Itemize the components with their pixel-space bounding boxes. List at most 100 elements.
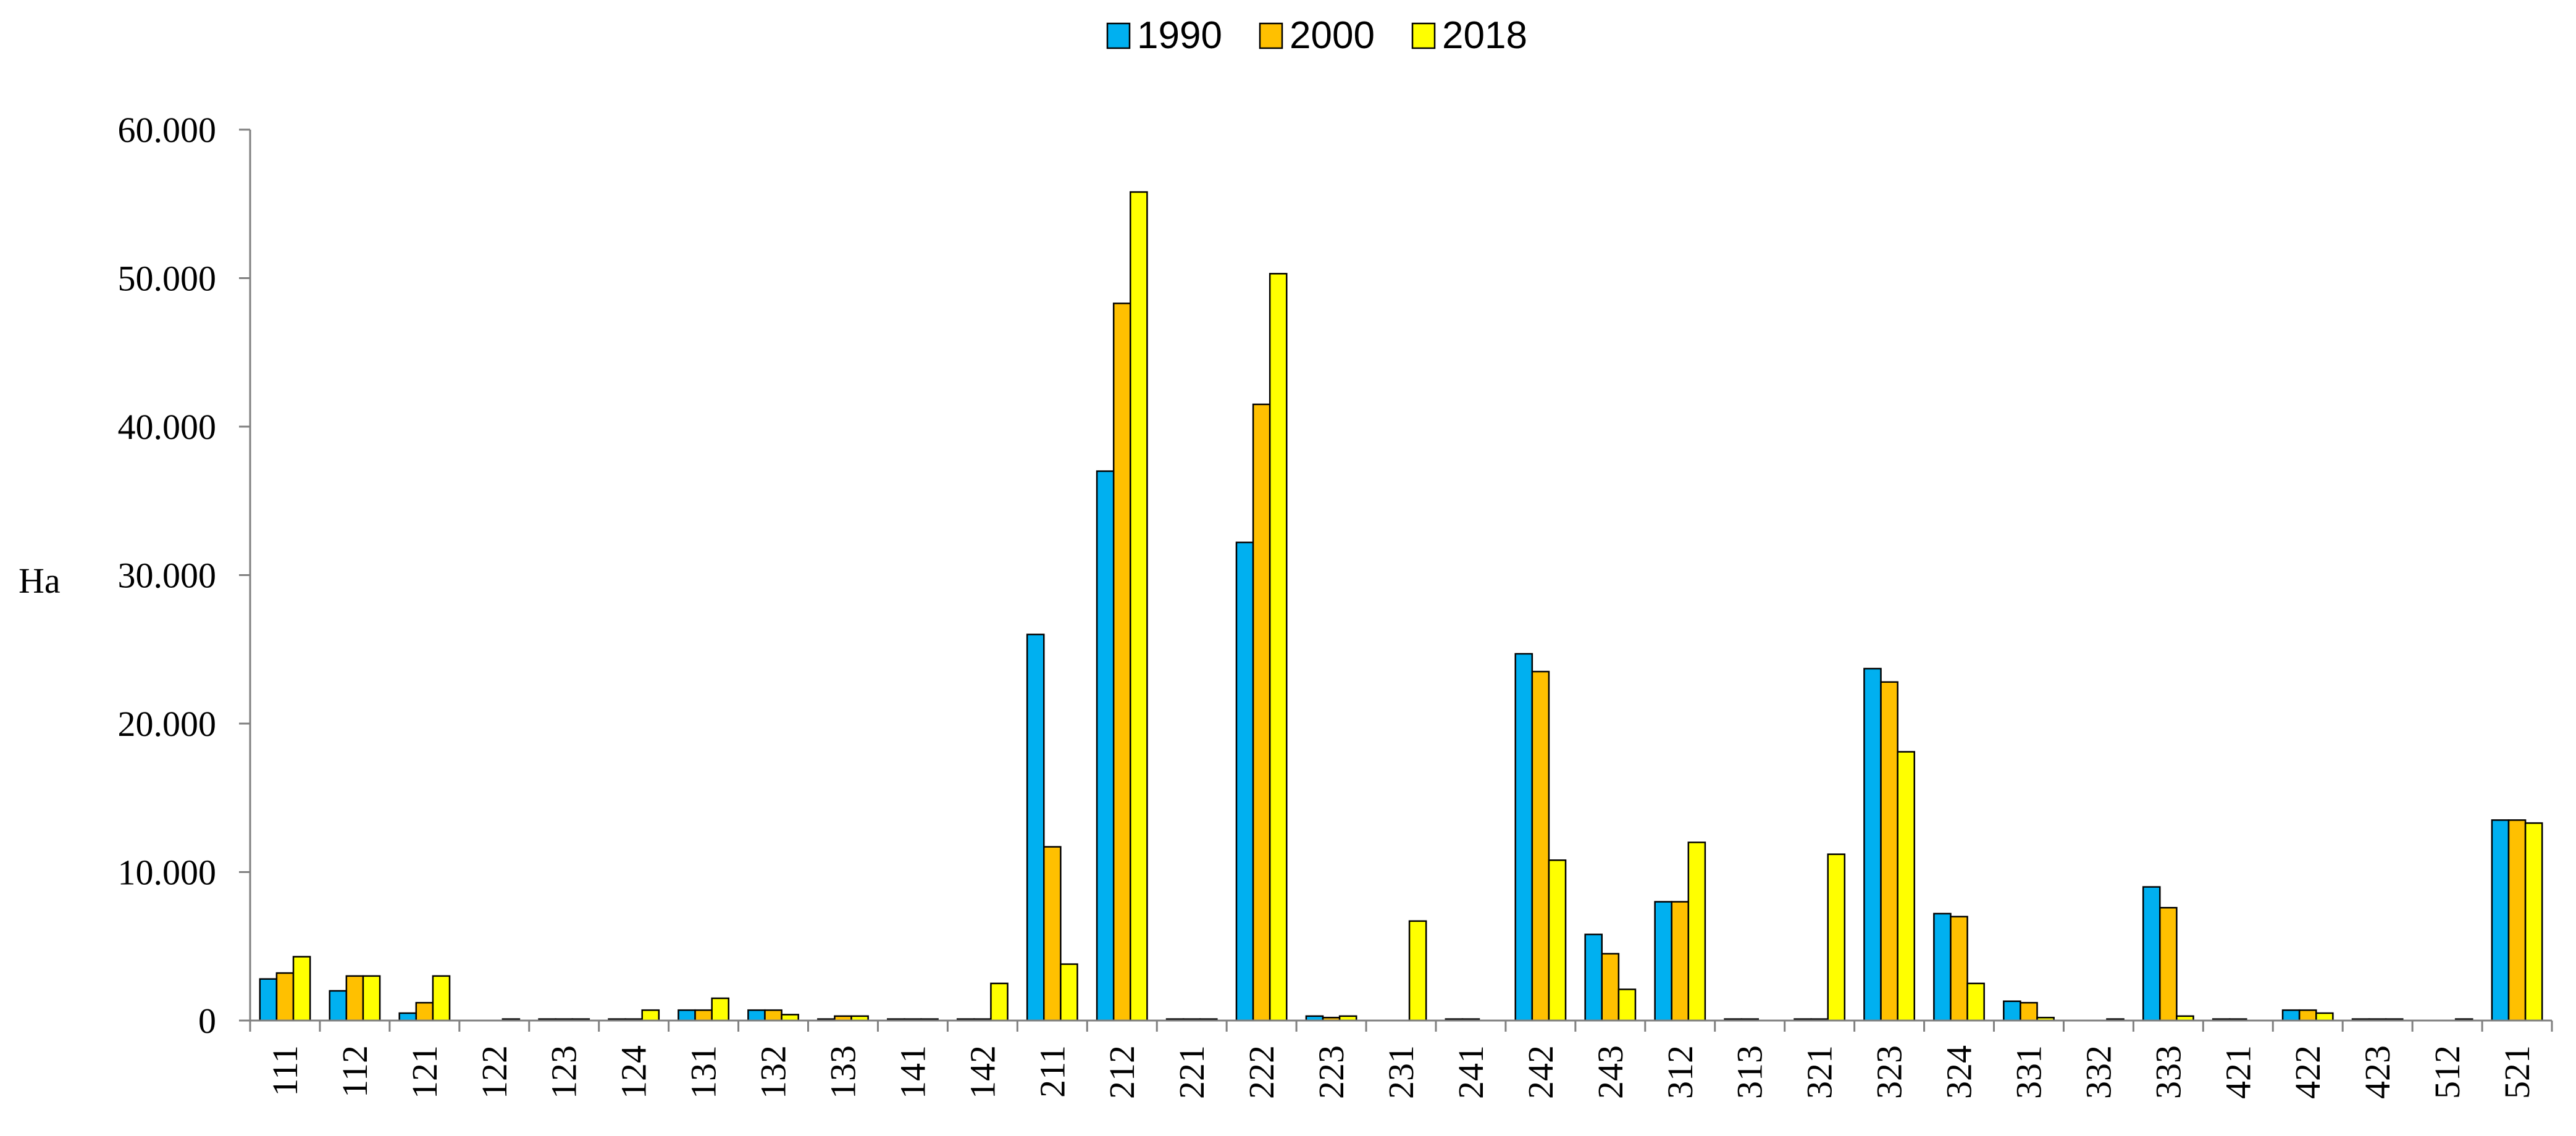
- y-tick-label: 20.000: [118, 704, 217, 744]
- bar-1990-112: [329, 990, 348, 1022]
- bar-1990-131: [678, 1009, 696, 1022]
- bar-2018-124: [641, 1009, 660, 1022]
- bar-1990-111: [259, 978, 278, 1022]
- bar-2018-422: [2315, 1012, 2334, 1022]
- x-tick-label: 422: [2288, 1045, 2328, 1099]
- bar-2000-422: [2298, 1009, 2317, 1022]
- x-tick-label: 332: [2078, 1045, 2118, 1099]
- bar-2000-323: [1880, 681, 1898, 1022]
- bar-1990-243: [1584, 933, 1603, 1022]
- bar-1990-331: [2003, 1000, 2021, 1022]
- x-tick-label: 132: [753, 1045, 794, 1099]
- bar-2000-111: [275, 972, 295, 1022]
- y-axis-title: Ha: [19, 561, 61, 601]
- x-tick-label: 142: [962, 1045, 1002, 1099]
- x-tick-label: 323: [1869, 1045, 1910, 1099]
- bar-2000-243: [1601, 953, 1620, 1022]
- bar-2018-111: [292, 956, 311, 1022]
- bars: [259, 191, 2543, 1022]
- x-tick-label: 333: [2148, 1045, 2188, 1099]
- bar-2000-112: [345, 975, 364, 1022]
- bar-2000-242: [1531, 670, 1550, 1022]
- x-tick-label: 141: [892, 1045, 933, 1099]
- bar-2000-121: [415, 1001, 434, 1022]
- y-tick-label: 60.000: [118, 110, 217, 150]
- legend-swatch-2018: [1411, 22, 1436, 49]
- bar-2000-222: [1252, 403, 1271, 1022]
- x-tick-label: 111: [265, 1045, 305, 1096]
- x-tick-label: 521: [2497, 1045, 2537, 1099]
- x-tick-label: 241: [1451, 1045, 1491, 1099]
- bar-2018-231: [1408, 920, 1427, 1022]
- bar-2018-323: [1897, 751, 1915, 1022]
- bar-2018-321: [1827, 853, 1846, 1022]
- bar-2018-312: [1687, 842, 1706, 1022]
- bar-2018-121: [432, 975, 451, 1022]
- x-tick-label: 221: [1172, 1045, 1212, 1099]
- bar-2018-112: [362, 975, 381, 1022]
- legend-swatch-1990: [1106, 22, 1131, 49]
- y-tick-label: 0: [198, 1001, 216, 1041]
- x-tick-label: 124: [614, 1045, 654, 1099]
- bar-2000-521: [2507, 819, 2527, 1022]
- bar-2000-331: [2020, 1001, 2038, 1022]
- x-tick-label: 321: [1800, 1045, 1840, 1099]
- legend-label-1990: 1990: [1137, 14, 1222, 57]
- bar-2018-131: [711, 997, 730, 1022]
- x-axis: 111 112 121 122 123 124 131 132 133 141 142 211 212 2…: [249, 1019, 2553, 1099]
- bar-2000-212: [1112, 303, 1131, 1022]
- x-tick-label: 313: [1730, 1045, 1770, 1099]
- x-tick-label: 211: [1032, 1045, 1072, 1098]
- x-tick-label: 231: [1381, 1045, 1421, 1099]
- y-tick-label: 30.000: [118, 556, 217, 596]
- x-tick-label: 222: [1241, 1045, 1282, 1099]
- legend-swatch-2000: [1259, 22, 1283, 49]
- bar-1990-521: [2491, 819, 2510, 1022]
- bar-1990-121: [398, 1012, 417, 1022]
- x-tick-label: 331: [2008, 1045, 2049, 1099]
- bar-2018-212: [1130, 191, 1148, 1022]
- bar-1990-212: [1096, 470, 1115, 1022]
- bar-2000-312: [1671, 901, 1690, 1022]
- legend-label-2018: 2018: [1442, 14, 1527, 57]
- bar-2018-324: [1966, 982, 1985, 1022]
- bar-2000-132: [764, 1009, 782, 1022]
- x-tick-label: 312: [1660, 1045, 1700, 1099]
- bar-1990-222: [1235, 541, 1254, 1022]
- y-axis: 0 10.000 20.000 30.000 40.000 50.000 60.000: [118, 110, 251, 1041]
- x-tick-label: 121: [405, 1045, 445, 1099]
- legend-label-2000: 2000: [1290, 14, 1375, 57]
- x-tick-label: 112: [335, 1045, 375, 1098]
- x-tick-label: 131: [684, 1045, 724, 1099]
- x-tick-label: 324: [1939, 1045, 1979, 1099]
- bar-1990-323: [1863, 667, 1882, 1022]
- bar-2018-242: [1548, 859, 1567, 1022]
- bar-1990-333: [2142, 886, 2161, 1022]
- bar-2018-142: [990, 982, 1009, 1022]
- x-tick-label: 122: [474, 1045, 514, 1099]
- x-tick-label: 212: [1102, 1045, 1142, 1099]
- y-tick-label: 10.000: [118, 853, 217, 893]
- bar-1990-211: [1026, 633, 1045, 1022]
- bar-2000-324: [1950, 916, 1968, 1022]
- x-tick-label: 421: [2218, 1045, 2258, 1099]
- bar-1990-422: [2281, 1009, 2301, 1022]
- bar-2018-521: [2524, 822, 2543, 1022]
- bar-2018-243: [1617, 988, 1637, 1022]
- bar-2018-211: [1060, 963, 1078, 1022]
- bar-2000-211: [1043, 846, 1062, 1022]
- bar-1990-312: [1654, 901, 1672, 1022]
- bar-1990-132: [747, 1009, 766, 1022]
- bar-2000-131: [694, 1009, 713, 1022]
- legend: 1990 2000 2018: [1106, 14, 1527, 57]
- x-tick-label: 133: [823, 1045, 863, 1099]
- x-tick-label: 423: [2357, 1045, 2398, 1099]
- x-tick-label: 223: [1311, 1045, 1351, 1099]
- x-tick-label: 123: [544, 1045, 584, 1099]
- x-tick-label: 512: [2427, 1045, 2467, 1099]
- x-tick-label: 243: [1590, 1045, 1630, 1099]
- bar-2018-222: [1269, 273, 1288, 1022]
- x-tick-label: 242: [1521, 1045, 1561, 1099]
- bar-1990-324: [1933, 913, 1952, 1022]
